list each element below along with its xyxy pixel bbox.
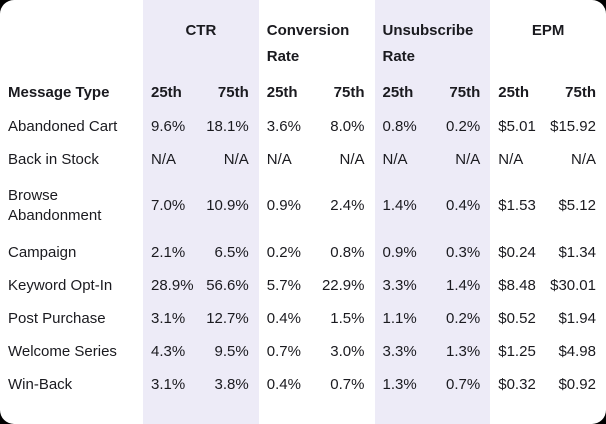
cell-epm-75: $1.34 [558,243,596,261]
group-header-ctr: CTR [185,22,217,39]
cell-epm-75: $0.92 [558,375,596,393]
table-row-win-back: Win-Back 3.1% 3.8% 0.4% 0.7% 1.3% 0.7% $… [0,368,606,401]
cell-unsubscribe-25: 1.3% [382,375,417,393]
cell-conversion-75: 22.9% [321,276,365,294]
cell-unsubscribe-75: 0.2% [446,117,481,135]
table-row-post-purchase: Post Purchase 3.1% 12.7% 0.4% 1.5% 1.1% … [0,302,606,335]
table-row-keyword-opt-in: Keyword Opt-In 28.9% 56.6% 5.7% 22.9% 3.… [0,269,606,302]
cell-ctr-75: 10.9% [206,197,249,214]
unsubscribe-25th-header: 25th [382,84,414,101]
table-row-campaign: Campaign 2.1% 6.5% 0.2% 0.8% 0.9% 0.3% $… [0,236,606,269]
group-header-unsubscribe-rate: Unsubscribe Rate [382,22,474,65]
epm-75th-header: 75th [565,84,596,101]
ctr-75th-header: 75th [217,84,249,101]
cell-conversion-25: 0.7% [266,342,301,360]
group-header-conversion-rate: Conversion Rate [266,22,350,65]
cell-epm-75: $1.94 [558,309,596,327]
cell-ctr-75: 3.8% [214,375,249,393]
cell-ctr-25: 3.1% [151,309,186,327]
cell-ctr-25: 7.0% [151,197,186,214]
cell-epm-75: $4.98 [558,342,596,360]
cell-epm-25: $8.48 [498,276,536,294]
cell-ctr-75: 6.5% [214,243,249,261]
row-label: Welcome Series [8,342,117,360]
cell-epm-75: $5.12 [558,197,596,214]
cell-unsubscribe-25: 3.3% [382,342,417,360]
table-filler-row [0,401,606,424]
table-row-abandoned-cart: Abandoned Cart 9.6% 18.1% 3.6% 8.0% 0.8%… [0,110,606,143]
cell-conversion-25: 0.2% [266,243,301,261]
cell-conversion-75: 0.8% [330,243,365,261]
conversion-75th-header: 75th [333,84,365,101]
cell-conversion-75: 2.4% [330,197,365,214]
cell-ctr-25: 3.1% [151,375,186,393]
cell-epm-25: $1.25 [498,342,536,360]
cell-epm-75: $15.92 [550,117,596,135]
cell-ctr-25: 9.6% [151,117,186,135]
cell-unsubscribe-25: 1.1% [382,309,417,327]
row-label: Abandoned Cart [8,117,118,135]
cell-ctr-75: 18.1% [206,117,249,135]
cell-unsubscribe-75: 1.4% [446,276,481,294]
cell-conversion-25: 5.7% [266,276,301,294]
cell-epm-25: $0.24 [498,243,536,261]
cell-epm-25: $5.01 [498,117,536,135]
cell-ctr-75: N/A [223,150,249,168]
cell-ctr-25: 2.1% [151,243,186,261]
table-row-welcome-series: Welcome Series 4.3% 9.5% 0.7% 3.0% 3.3% … [0,335,606,368]
group-header-epm: EPM [531,22,565,39]
cell-unsubscribe-75: 1.3% [446,342,481,360]
cell-unsubscribe-75: 0.7% [446,375,481,393]
percentile-header-row: Message Type 25th 75th 25th 75th 25th 75… [0,76,606,110]
row-label: Post Purchase [8,309,106,327]
cell-conversion-75: 3.0% [330,342,365,360]
row-label: Browse Abandonment [8,187,102,224]
cell-ctr-25: 4.3% [151,342,186,360]
cell-unsubscribe-75: 0.2% [446,309,481,327]
cell-epm-25: $0.52 [498,309,536,327]
cell-conversion-75: 1.5% [330,309,365,327]
cell-conversion-75: N/A [339,150,365,168]
cell-epm-25: $1.53 [498,197,536,214]
epm-25th-header: 25th [498,84,530,101]
cell-ctr-75: 9.5% [214,342,249,360]
cell-ctr-25: N/A [151,150,177,168]
table-row-back-in-stock: Back in Stock N/A N/A N/A N/A N/A N/A N/… [0,143,606,176]
group-header-spacer [0,0,143,76]
cell-unsubscribe-25: 0.9% [382,243,417,261]
cell-unsubscribe-25: 1.4% [382,197,417,214]
cell-conversion-25: 0.9% [266,197,301,214]
cell-conversion-25: 0.4% [266,309,301,327]
message-type-header: Message Type [8,84,110,101]
row-label: Campaign [8,243,77,261]
group-header-row: CTR Conversion Rate Unsubscribe Rate EPM [0,0,606,76]
cell-conversion-25: 3.6% [266,117,301,135]
cell-unsubscribe-25: 3.3% [382,276,417,294]
cell-ctr-75: 56.6% [206,276,249,294]
cell-conversion-75: 8.0% [330,117,365,135]
cell-epm-25: N/A [498,150,524,168]
cell-unsubscribe-75: 0.3% [446,243,481,261]
cell-ctr-25: 28.9% [151,276,194,294]
cell-unsubscribe-75: 0.4% [446,197,481,214]
cell-conversion-75: 0.7% [330,375,365,393]
ctr-25th-header: 25th [151,84,182,101]
cell-epm-75: $30.01 [550,276,596,294]
row-label: Keyword Opt-In [8,276,113,294]
row-label: Win-Back [8,375,73,393]
cell-unsubscribe-25: 0.8% [382,117,417,135]
cell-conversion-25: 0.4% [266,375,301,393]
cell-epm-75: N/A [570,150,596,168]
cell-epm-25: $0.32 [498,375,536,393]
cell-ctr-75: 12.7% [206,309,249,327]
cell-unsubscribe-75: N/A [455,150,481,168]
row-label: Back in Stock [8,150,99,168]
table-row-browse-abandonment: Browse Abandonment 7.0% 10.9% 0.9% 2.4% … [0,176,606,236]
cell-conversion-25: N/A [266,150,292,168]
conversion-25th-header: 25th [266,84,298,101]
unsubscribe-75th-header: 75th [449,84,481,101]
cell-unsubscribe-25: N/A [382,150,408,168]
